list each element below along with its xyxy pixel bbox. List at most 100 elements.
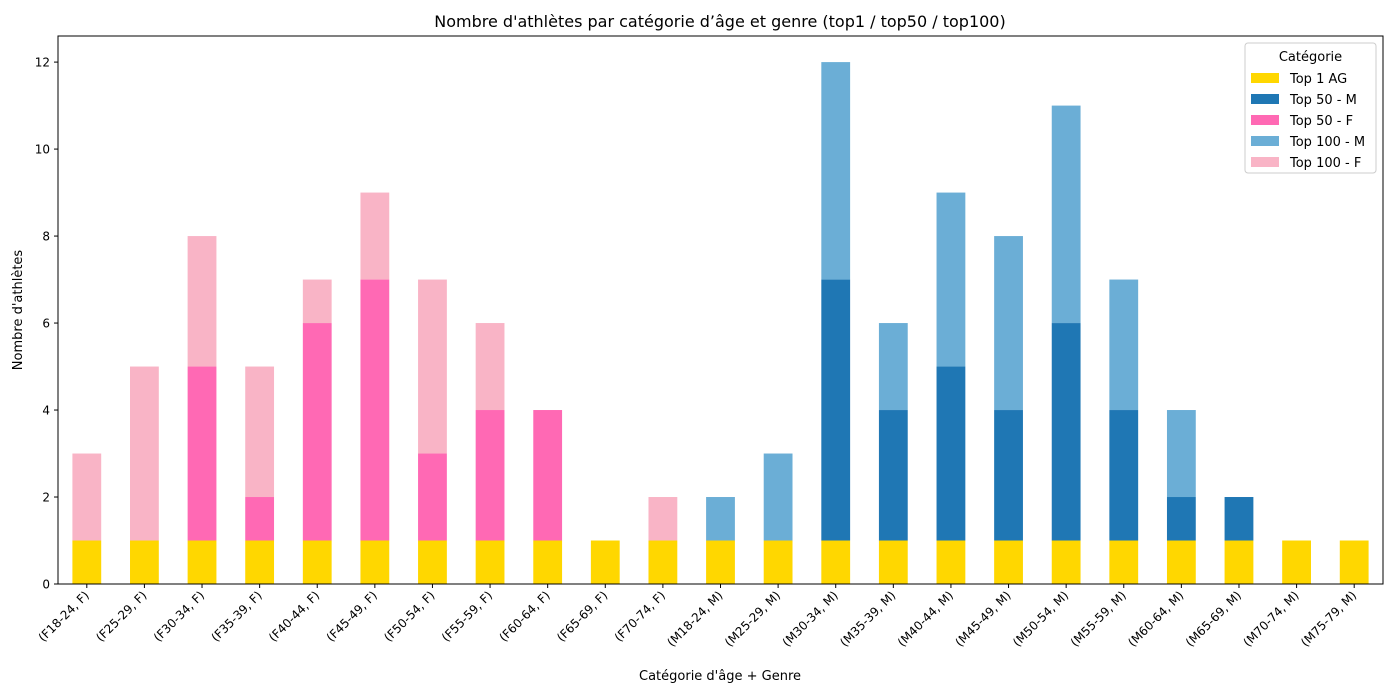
bar-segment — [187, 540, 217, 584]
bar-segment — [878, 323, 908, 411]
bar-segment — [648, 540, 678, 584]
bar-segment — [1051, 540, 1081, 584]
bar-segment — [994, 410, 1023, 541]
bar-segment — [936, 192, 966, 367]
x-tick-label: (M75-79, M) — [1298, 588, 1359, 649]
x-axis: (F18-24, F) (F25-29, F) (F30-34, F) (F35-39… — [36, 584, 1359, 649]
legend-label: Top 100 - F — [1289, 156, 1361, 171]
bar-segment — [1339, 540, 1369, 584]
legend-swatch — [1251, 94, 1279, 104]
bar-segment — [1051, 323, 1081, 541]
bar-segment — [418, 540, 447, 584]
plot-frame — [57, 35, 1384, 585]
x-tick-label: (F30-34, F) — [151, 588, 207, 644]
x-tick-label: (F18-24, F) — [36, 588, 92, 644]
bar-segment — [878, 540, 908, 584]
bar-segment — [302, 279, 332, 324]
bar-segment — [1282, 540, 1311, 584]
legend-swatch — [1251, 115, 1279, 125]
x-tick-label: (M45-49, M) — [952, 588, 1013, 649]
bar-segment — [245, 497, 275, 541]
bar-segment — [821, 540, 851, 584]
bar-segment — [533, 540, 563, 584]
bar-segment — [533, 410, 563, 541]
x-axis-label: Catégorie d'âge + Genre — [639, 669, 801, 684]
bar-segment — [245, 366, 275, 498]
y-tick-label: 12 — [35, 56, 50, 70]
legend-label: Top 100 - M — [1289, 135, 1365, 150]
bar-segment — [72, 540, 102, 584]
bar-segment — [1109, 279, 1139, 411]
bar-segment — [763, 453, 793, 541]
bar-segment — [130, 540, 159, 584]
bar-segment — [418, 453, 447, 541]
bar-segment — [1051, 105, 1081, 324]
x-tick-label: (M25-29, M) — [722, 588, 783, 649]
x-tick-label: (F55-59, F) — [439, 588, 495, 644]
x-tick-label: (M65-69, M) — [1183, 588, 1244, 649]
bars-layer — [72, 62, 1369, 584]
legend-label: Top 1 AG — [1289, 72, 1347, 87]
y-axis-label: Nombre d'athlètes — [11, 250, 26, 371]
x-tick-label: (M35-39, M) — [837, 588, 898, 649]
legend-title: Catégorie — [1279, 50, 1342, 65]
x-tick-label: (F50-54, F) — [381, 588, 437, 644]
bar-segment — [245, 540, 275, 584]
x-tick-label: (M18-24, M) — [664, 588, 725, 649]
x-tick-label: (M50-54, M) — [1010, 588, 1071, 649]
bar-segment — [1224, 540, 1254, 584]
legend-swatch — [1251, 136, 1279, 146]
bar-segment — [130, 366, 159, 541]
bar-segment — [360, 279, 390, 541]
y-tick-label: 8 — [42, 230, 50, 244]
legend: Catégorie Top 1 AG Top 50 - M Top 50 - F Top… — [1244, 42, 1377, 174]
bar-segment — [475, 323, 505, 411]
bar-segment — [821, 62, 851, 280]
y-tick-label: 10 — [35, 143, 50, 157]
bar-segment — [936, 366, 966, 541]
bar-segment — [302, 323, 332, 541]
bar-segment — [1109, 540, 1139, 584]
x-tick-label: (F40-44, F) — [266, 588, 322, 644]
legend-label: Top 50 - M — [1289, 93, 1357, 108]
bar-segment — [1166, 410, 1196, 498]
bar-segment — [821, 279, 851, 541]
bar-segment — [475, 410, 505, 541]
bar-segment — [72, 453, 102, 541]
bar-segment — [1166, 540, 1196, 584]
bar-segment — [936, 540, 966, 584]
x-tick-label: (F65-69, F) — [554, 588, 610, 644]
bar-segment — [648, 497, 678, 541]
bar-segment — [706, 497, 735, 541]
bar-segment — [878, 410, 908, 541]
bar-segment — [706, 540, 735, 584]
bar-segment — [187, 366, 217, 541]
y-tick-label: 4 — [42, 404, 50, 418]
bar-segment — [590, 540, 620, 584]
bar-segment — [1109, 410, 1139, 541]
x-tick-label: (M30-34, M) — [780, 588, 841, 649]
bar-segment — [994, 236, 1023, 411]
bar-segment — [763, 540, 793, 584]
bar-segment — [360, 540, 390, 584]
chart-title: Nombre d'athlètes par catégorie d’âge et… — [434, 12, 1005, 31]
legend-label: Top 50 - F — [1289, 114, 1353, 129]
bar-segment — [475, 540, 505, 584]
bar-segment — [302, 540, 332, 584]
x-tick-label: (F25-29, F) — [93, 588, 149, 644]
x-tick-label: (F45-49, F) — [324, 588, 380, 644]
x-tick-label: (M60-64, M) — [1125, 588, 1186, 649]
x-tick-label: (M70-74, M) — [1240, 588, 1301, 649]
x-tick-label: (F70-74, F) — [612, 588, 668, 644]
y-tick-label: 0 — [42, 578, 50, 592]
y-axis: 0 2 4 6 8 10 12 — [35, 56, 58, 592]
bar-segment — [1224, 497, 1254, 541]
bar-segment — [418, 279, 447, 454]
x-tick-label: (F60-64, F) — [496, 588, 552, 644]
legend-swatch — [1251, 73, 1279, 83]
y-tick-label: 6 — [42, 317, 50, 331]
bar-segment — [360, 192, 390, 280]
x-tick-label: (F35-39, F) — [208, 588, 264, 644]
bar-segment — [994, 540, 1023, 584]
